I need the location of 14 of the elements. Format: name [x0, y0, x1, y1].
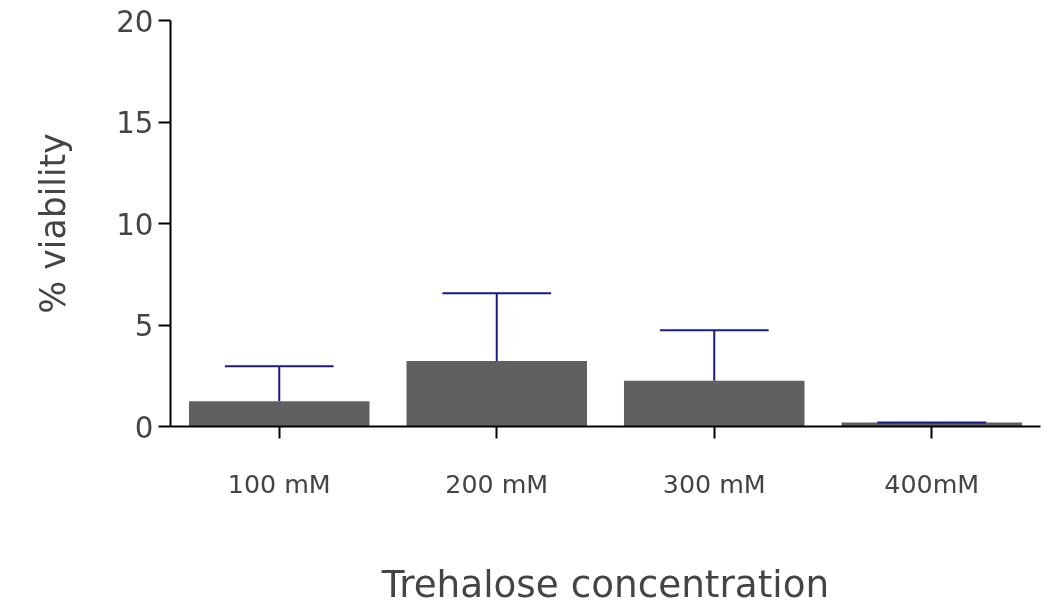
y-tick-label: 10: [116, 207, 154, 242]
y-tick-label: 0: [134, 410, 154, 445]
y-tick-label: 15: [116, 106, 154, 140]
y-tick-label: 20: [116, 4, 154, 39]
y-tick-label: 5: [134, 309, 154, 343]
y-axis-title: % viability: [33, 133, 74, 314]
x-axis-title: Trehalose concentration: [380, 561, 830, 606]
x-tick-label: 400mM: [884, 468, 980, 499]
bar: [623, 380, 805, 427]
x-tick-label: 300 mM: [662, 468, 766, 499]
x-tick-label: 100 mM: [227, 468, 331, 499]
bar: [406, 360, 588, 427]
x-tick-label: 200 mM: [445, 468, 549, 499]
bar: [188, 401, 370, 427]
